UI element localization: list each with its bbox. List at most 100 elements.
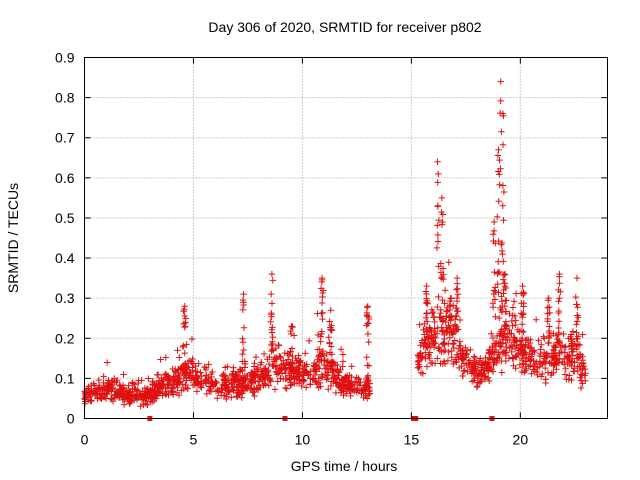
data-point [179,343,187,351]
data-point [531,348,538,356]
data-point [159,388,166,396]
data-point [489,300,497,307]
data-point [363,304,371,311]
data-point [264,356,271,363]
data-point [416,321,423,328]
data-point [453,274,461,282]
data-point [542,358,550,365]
data-point [182,384,190,392]
data-point [518,356,526,364]
data-point [165,381,172,389]
data-point [129,380,137,387]
data-point [489,334,497,342]
data-point [519,282,526,290]
data-point [556,280,563,287]
data-point [193,388,201,395]
data-point [463,361,470,369]
data-point [137,402,144,410]
data-point [510,298,518,305]
data-point [476,371,484,378]
data-point [318,374,326,381]
ticks: 0 0.1 0.2 0.3 0.4 0.5 0.6 0.7 0.8 0.9 0 5 10 15 20 [55,50,608,448]
data-point [300,377,307,384]
x-tick-label: 5 [190,432,198,448]
data-point [488,330,495,337]
data-point [220,371,227,378]
data-point [266,376,273,383]
data-point [262,375,269,382]
data-point [335,372,342,379]
data-point [496,332,503,339]
data-point [434,179,441,186]
data-point [464,368,471,375]
data-point [317,333,325,340]
data-point [338,379,346,387]
data-point [553,339,560,346]
data-point [441,346,449,354]
data-point [363,322,370,329]
data-point [581,372,588,379]
data-point [506,310,513,318]
data-point [470,368,477,375]
data-point [134,387,142,395]
data-point [283,385,290,392]
data-point [496,314,503,322]
data-point [254,364,262,372]
data-point [269,362,276,369]
data-point [453,304,460,312]
data-point [473,383,481,391]
data-point [327,365,334,372]
data-point [365,315,373,323]
data-point [562,365,569,372]
data-point [163,373,170,381]
data-point [526,339,534,347]
data-point [252,377,259,385]
data-point [439,327,447,334]
data-point [501,330,508,337]
data-point [365,338,372,346]
data-point [307,368,314,376]
data-point [364,362,371,369]
data-point [268,347,275,355]
data-point [250,363,258,370]
data-point [296,365,303,373]
data-point [570,345,577,352]
data-point [311,359,318,367]
data-point [147,386,154,393]
data-point [490,355,497,362]
data-point [574,341,582,348]
data-point [448,347,455,355]
data-point [323,364,331,372]
data-point [145,375,152,382]
data-point [544,297,552,304]
data-point [528,344,535,351]
data-point [155,378,163,385]
data-point [275,341,282,349]
data-point [423,310,431,317]
data-point [239,367,246,375]
data-point [471,359,479,367]
data-point [418,339,426,346]
data-point [547,359,555,366]
data-point [437,260,444,267]
data-point [434,303,441,311]
data-point [135,377,142,384]
data-point [267,290,275,298]
data-point [452,322,459,329]
data-point [453,297,461,305]
data-point [488,350,495,358]
data-point [228,394,235,401]
data-point [189,372,197,379]
data-point [237,366,245,374]
data-point [305,337,313,345]
data-point [280,375,287,383]
data-point [94,394,101,402]
data-point [183,366,191,373]
data-point [224,363,231,370]
data-point [435,293,442,301]
data-point [364,372,372,379]
x-tick-label: 15 [404,432,420,448]
data-point [580,363,588,370]
data-point [445,259,452,266]
data-point [573,321,580,328]
